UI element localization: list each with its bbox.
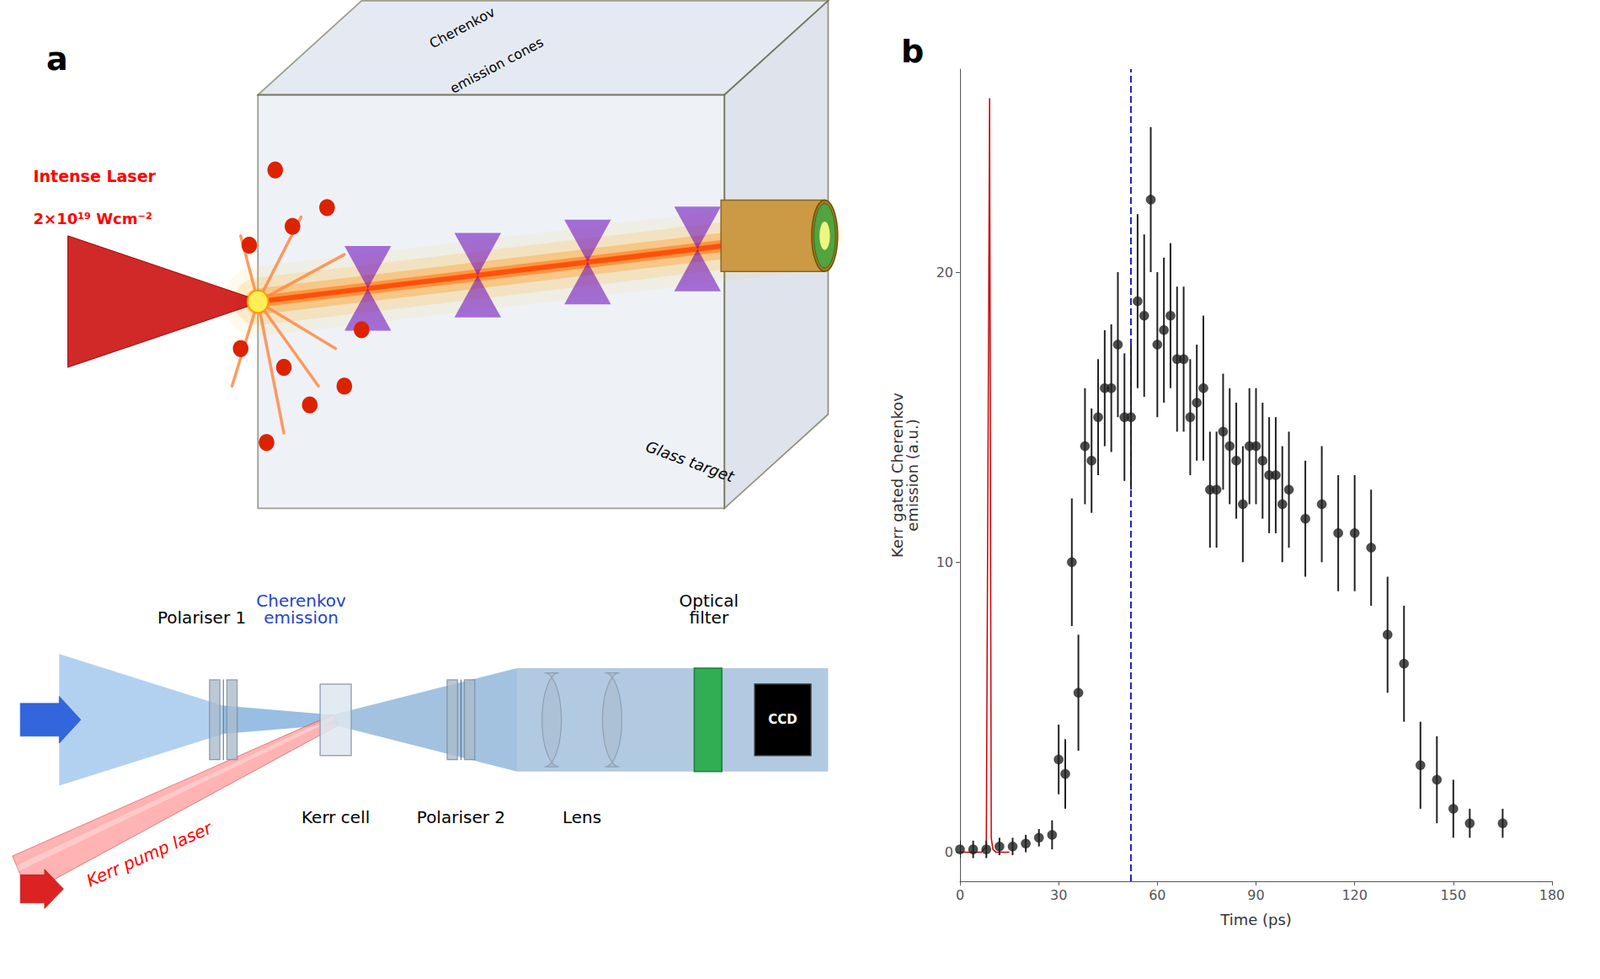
svg-text:120: 120 (1341, 886, 1368, 903)
svg-text:0: 0 (955, 886, 965, 903)
svg-text:Cherenkov: Cherenkov (256, 590, 347, 611)
svg-text:90: 90 (1247, 886, 1264, 903)
svg-text:2×10¹⁹ Wcm⁻²: 2×10¹⁹ Wcm⁻² (33, 209, 153, 228)
svg-text:Polariser 2: Polariser 2 (416, 806, 506, 827)
svg-text:filter: filter (689, 607, 730, 628)
svg-text:Kerr cell: Kerr cell (301, 806, 370, 827)
svg-text:Kerr pump laser: Kerr pump laser (83, 816, 217, 891)
svg-text:Glass target: Glass target (643, 437, 737, 486)
svg-text:emission: emission (263, 607, 339, 628)
svg-text:20: 20 (936, 264, 954, 281)
svg-text:Lens: Lens (562, 806, 602, 827)
svg-text:a: a (46, 40, 69, 78)
svg-text:emission cones: emission cones (447, 33, 546, 96)
svg-text:0: 0 (944, 843, 954, 860)
svg-text:Optical: Optical (679, 590, 739, 611)
svg-text:60: 60 (1148, 886, 1166, 903)
svg-text:emission (a.u.): emission (a.u.) (903, 418, 922, 531)
svg-text:CCD: CCD (768, 711, 797, 727)
svg-text:Polariser 1: Polariser 1 (157, 607, 246, 628)
svg-text:Time (ps): Time (ps) (1219, 910, 1292, 928)
svg-text:b: b (901, 32, 924, 70)
svg-text:30: 30 (1050, 886, 1067, 903)
svg-text:Cherenkov: Cherenkov (426, 4, 498, 53)
svg-text:Kerr gated Cherenkov: Kerr gated Cherenkov (888, 392, 906, 558)
svg-text:Intense Laser: Intense Laser (33, 166, 157, 186)
svg-text:150: 150 (1440, 886, 1467, 903)
svg-text:10: 10 (936, 554, 954, 571)
svg-text:180: 180 (1539, 886, 1566, 903)
